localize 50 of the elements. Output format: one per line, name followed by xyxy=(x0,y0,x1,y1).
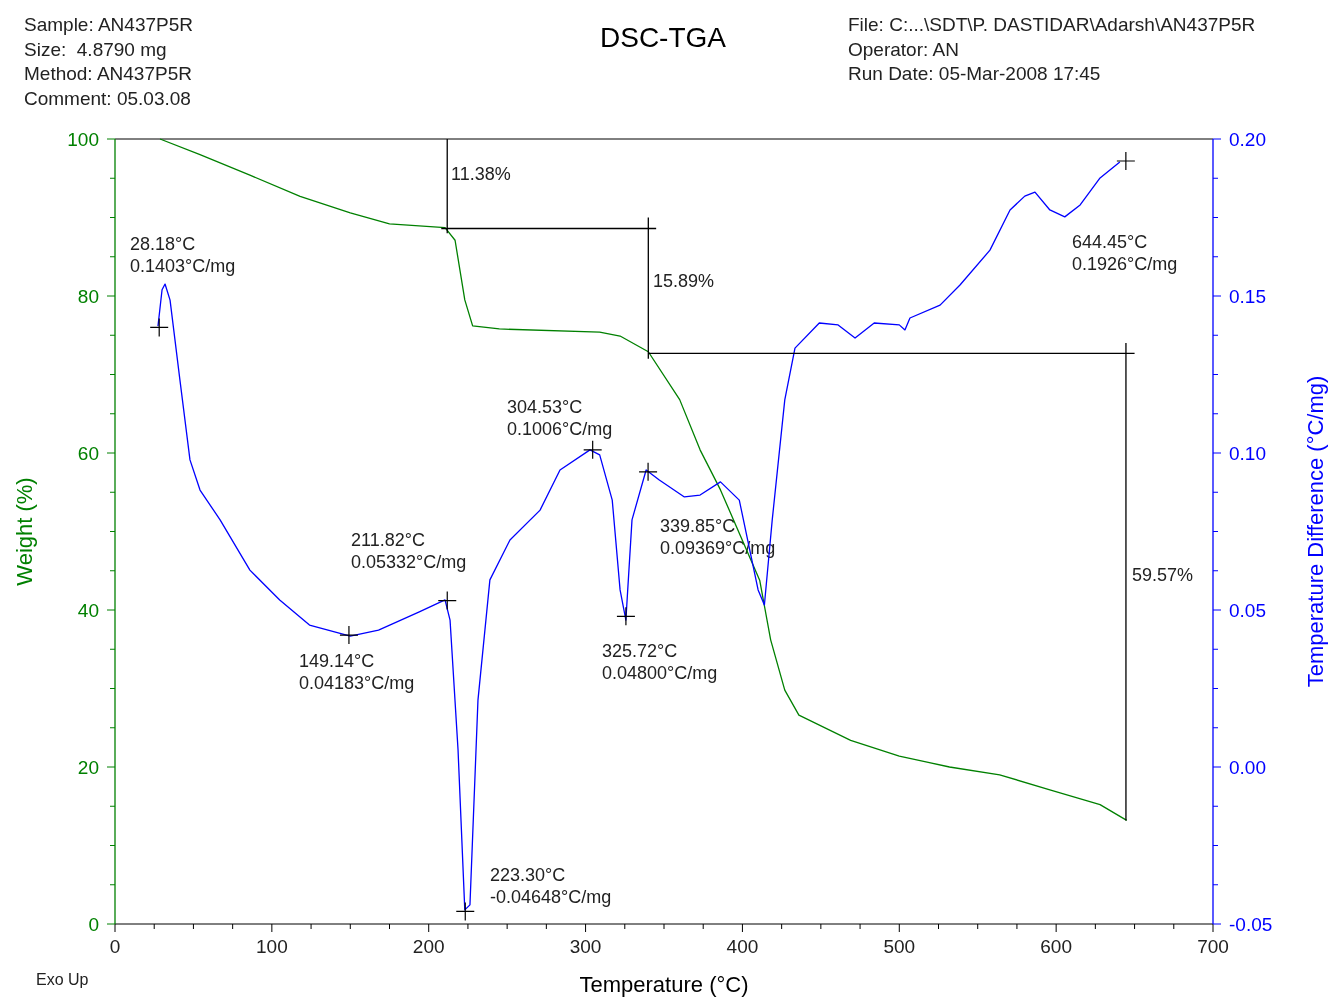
y-tick-label: 100 xyxy=(67,129,99,150)
point xyxy=(149,317,169,337)
annotation: 149.14°C 0.04183°C/mg xyxy=(299,651,415,693)
x-tick-label: 0 xyxy=(109,936,121,957)
y-tick-label: 0 xyxy=(88,914,99,935)
x-tick-label: 100 xyxy=(256,936,288,957)
x-tick-label: 600 xyxy=(1040,936,1072,957)
text: Comment: 05.03.08 xyxy=(24,87,191,109)
x-tick-label: 400 xyxy=(726,936,759,957)
point xyxy=(339,625,359,645)
annotation: 223.30°C -0.04648°C/mg xyxy=(490,865,612,907)
text: Sample: AN437P5R xyxy=(24,14,193,35)
y-tick-label: 20 xyxy=(77,757,99,778)
point xyxy=(437,590,457,611)
y2-tick-label: 0.10 xyxy=(1229,443,1266,464)
point xyxy=(1116,151,1136,171)
annotation: 15.89% xyxy=(653,271,715,291)
text: Run Date: 05-Mar-2008 17:45 xyxy=(848,63,1101,84)
y2-axis-title: Temperature Difference (°C/mg) xyxy=(1303,375,1328,688)
x-tick-label: 500 xyxy=(883,936,916,957)
x-tick-label: 300 xyxy=(569,936,602,957)
y2-tick-label: 0.05 xyxy=(1229,600,1266,621)
text: Operator: AN xyxy=(848,38,959,60)
point xyxy=(455,901,475,922)
y2-tick-label: 0.20 xyxy=(1229,129,1266,150)
annotation: 211.82°C 0.05332°C/mg xyxy=(351,530,467,572)
x-tick-label: 700 xyxy=(1197,936,1229,957)
y-axis-title: Weight (%) xyxy=(12,477,37,586)
annotation: 59.57% xyxy=(1132,565,1194,585)
text: File: C:...\SDT\P. DASTIDAR\Adarsh\AN437P5R xyxy=(848,14,1256,35)
point xyxy=(616,606,636,626)
y-tick-label: 40 xyxy=(77,600,99,621)
y2-tick-label: -0.05 xyxy=(1229,914,1273,935)
chart-title: DSC-TGA xyxy=(600,22,727,53)
y-tick-label: 60 xyxy=(77,443,99,464)
annotation: 325.72°C 0.04800°C/mg xyxy=(602,641,718,683)
text: Exo Up xyxy=(36,971,89,988)
annotation: 28.18°C 0.1403°C/mg xyxy=(130,234,236,276)
x-tick-label: 200 xyxy=(412,936,445,957)
x-axis-title: Temperature (°C) xyxy=(579,972,749,997)
text: Size: 4.8790 mg xyxy=(24,38,167,60)
annotation: 644.45°C 0.1926°C/mg xyxy=(1072,232,1178,274)
y-tick-label: 80 xyxy=(77,286,99,307)
y2-tick-label: 0.15 xyxy=(1229,286,1266,307)
point xyxy=(638,462,658,482)
y2-tick-label: 0.00 xyxy=(1229,757,1266,778)
point xyxy=(583,440,603,460)
text: Method: AN437P5R xyxy=(24,63,192,84)
annotation: 11.38% xyxy=(451,164,511,184)
annotation: 304.53°C 0.1006°C/mg xyxy=(507,397,613,439)
